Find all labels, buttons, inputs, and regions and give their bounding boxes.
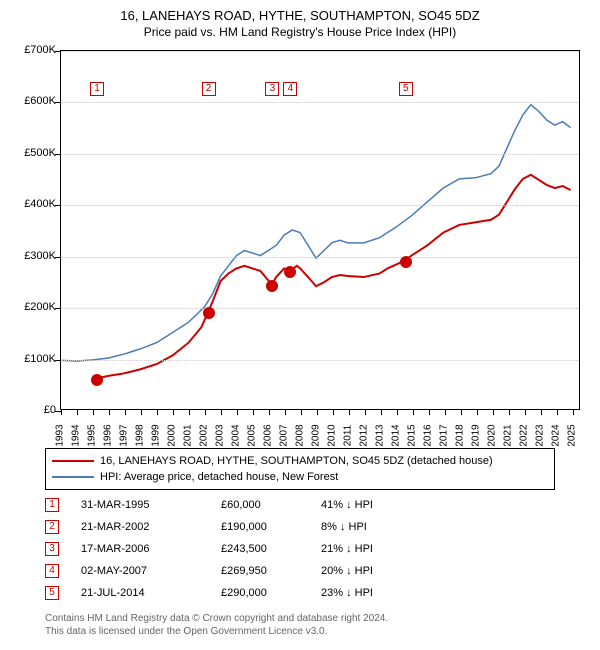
sale-point — [266, 280, 278, 292]
sale-date: 21-MAR-2002 — [81, 521, 221, 533]
chart-lines-svg — [61, 51, 579, 409]
footer-line1: Contains HM Land Registry data © Crown c… — [45, 612, 388, 625]
sale-diff: 41% ↓ HPI — [321, 499, 431, 511]
sales-row: 2 21-MAR-2002£190,0008% ↓ HPI — [45, 516, 431, 538]
x-tick-label: 2023 — [535, 424, 546, 446]
sale-date: 21-JUL-2014 — [81, 587, 221, 599]
chart-header: 16, LANEHAYS ROAD, HYTHE, SOUTHAMPTON, S… — [0, 0, 600, 39]
chart-plot-area: 1 2 34 5 — [60, 50, 580, 410]
sale-point — [284, 266, 296, 278]
sale-diff: 21% ↓ HPI — [321, 543, 431, 555]
x-tick-label: 2007 — [279, 424, 290, 446]
x-tick-label: 2002 — [199, 424, 210, 446]
sale-date: 02-MAY-2007 — [81, 565, 221, 577]
x-tick-label: 1997 — [119, 424, 130, 446]
y-tick-label: £200K — [4, 301, 56, 313]
chart-subtitle: Price paid vs. HM Land Registry's House … — [0, 25, 600, 39]
sale-price: £190,000 — [221, 521, 321, 533]
x-tick-label: 1996 — [103, 424, 114, 446]
x-tick-label: 2021 — [503, 424, 514, 446]
sale-marker-flag: 1 — [90, 82, 104, 96]
x-tick-label: 2010 — [327, 424, 338, 446]
legend-swatch-property — [52, 460, 94, 463]
x-tick-label: 2015 — [407, 424, 418, 446]
y-tick-label: £500K — [4, 147, 56, 159]
sale-date: 31-MAR-1995 — [81, 499, 221, 511]
y-tick-label: £700K — [4, 44, 56, 56]
x-tick-label: 2011 — [343, 425, 354, 447]
sales-table: 1 31-MAR-1995£60,00041% ↓ HPI 2 21-MAR-2002… — [45, 494, 431, 604]
x-tick-label: 2006 — [263, 424, 274, 446]
legend: 16, LANEHAYS ROAD, HYTHE, SOUTHAMPTON, S… — [45, 448, 555, 490]
sales-row: 1 31-MAR-1995£60,00041% ↓ HPI — [45, 494, 431, 516]
sale-point — [400, 256, 412, 268]
sale-point — [91, 374, 103, 386]
x-tick-label: 2000 — [167, 424, 178, 446]
x-tick-label: 1998 — [135, 424, 146, 446]
legend-label-property: 16, LANEHAYS ROAD, HYTHE, SOUTHAMPTON, S… — [100, 455, 493, 467]
sale-point — [203, 307, 215, 319]
legend-row-hpi: HPI: Average price, detached house, New … — [52, 469, 548, 485]
y-tick-label: £0 — [4, 404, 56, 416]
y-tick-label: £400K — [4, 198, 56, 210]
x-tick-label: 2001 — [183, 424, 194, 446]
x-tick-label: 1999 — [151, 424, 162, 446]
sale-price: £269,950 — [221, 565, 321, 577]
x-tick-label: 2013 — [375, 424, 386, 446]
x-tick-label: 2025 — [567, 424, 578, 446]
sale-diff: 20% ↓ HPI — [321, 565, 431, 577]
x-tick-label: 2005 — [247, 424, 258, 446]
sales-row: 3 17-MAR-2006£243,50021% ↓ HPI — [45, 538, 431, 560]
x-tick-label: 2020 — [487, 424, 498, 446]
x-tick-label: 2004 — [231, 424, 242, 446]
sale-marker-icon: 4 — [45, 564, 59, 578]
sale-date: 17-MAR-2006 — [81, 543, 221, 555]
footer: Contains HM Land Registry data © Crown c… — [45, 612, 388, 638]
chart-title: 16, LANEHAYS ROAD, HYTHE, SOUTHAMPTON, S… — [0, 8, 600, 23]
x-tick-label: 2016 — [423, 424, 434, 446]
sale-marker-flag: 5 — [399, 82, 413, 96]
x-tick-label: 2003 — [215, 424, 226, 446]
sale-price: £60,000 — [221, 499, 321, 511]
footer-line2: This data is licensed under the Open Gov… — [45, 625, 388, 638]
x-tick-label: 2014 — [391, 424, 402, 446]
x-tick-label: 2024 — [551, 424, 562, 446]
series-hpi — [61, 105, 570, 361]
sale-price: £243,500 — [221, 543, 321, 555]
x-tick-label: 1993 — [55, 424, 66, 446]
sale-marker-flag: 3 — [265, 82, 279, 96]
y-tick-label: £600K — [4, 95, 56, 107]
x-tick-label: 2022 — [519, 424, 530, 446]
sale-price: £290,000 — [221, 587, 321, 599]
legend-label-hpi: HPI: Average price, detached house, New … — [100, 471, 338, 483]
y-tick-label: £300K — [4, 250, 56, 262]
sale-diff: 23% ↓ HPI — [321, 587, 431, 599]
sale-marker-flag: 2 — [202, 82, 216, 96]
sale-marker-icon: 3 — [45, 542, 59, 556]
sales-row: 4 02-MAY-2007£269,95020% ↓ HPI — [45, 560, 431, 582]
x-tick-label: 2012 — [359, 424, 370, 446]
legend-swatch-hpi — [52, 476, 94, 478]
legend-row-property: 16, LANEHAYS ROAD, HYTHE, SOUTHAMPTON, S… — [52, 453, 548, 469]
x-tick-label: 1994 — [71, 424, 82, 446]
sales-row: 5 21-JUL-2014£290,00023% ↓ HPI — [45, 582, 431, 604]
x-tick-label: 2008 — [295, 424, 306, 446]
x-tick-label: 1995 — [87, 424, 98, 446]
x-tick-label: 2019 — [471, 424, 482, 446]
sale-marker-flag: 4 — [283, 82, 297, 96]
sale-marker-icon: 2 — [45, 520, 59, 534]
sale-marker-icon: 1 — [45, 498, 59, 512]
x-tick-label: 2009 — [311, 424, 322, 446]
x-tick-label: 2018 — [455, 424, 466, 446]
x-tick-label: 2017 — [439, 424, 450, 446]
sale-diff: 8% ↓ HPI — [321, 521, 431, 533]
y-tick-label: £100K — [4, 353, 56, 365]
sale-marker-icon: 5 — [45, 586, 59, 600]
